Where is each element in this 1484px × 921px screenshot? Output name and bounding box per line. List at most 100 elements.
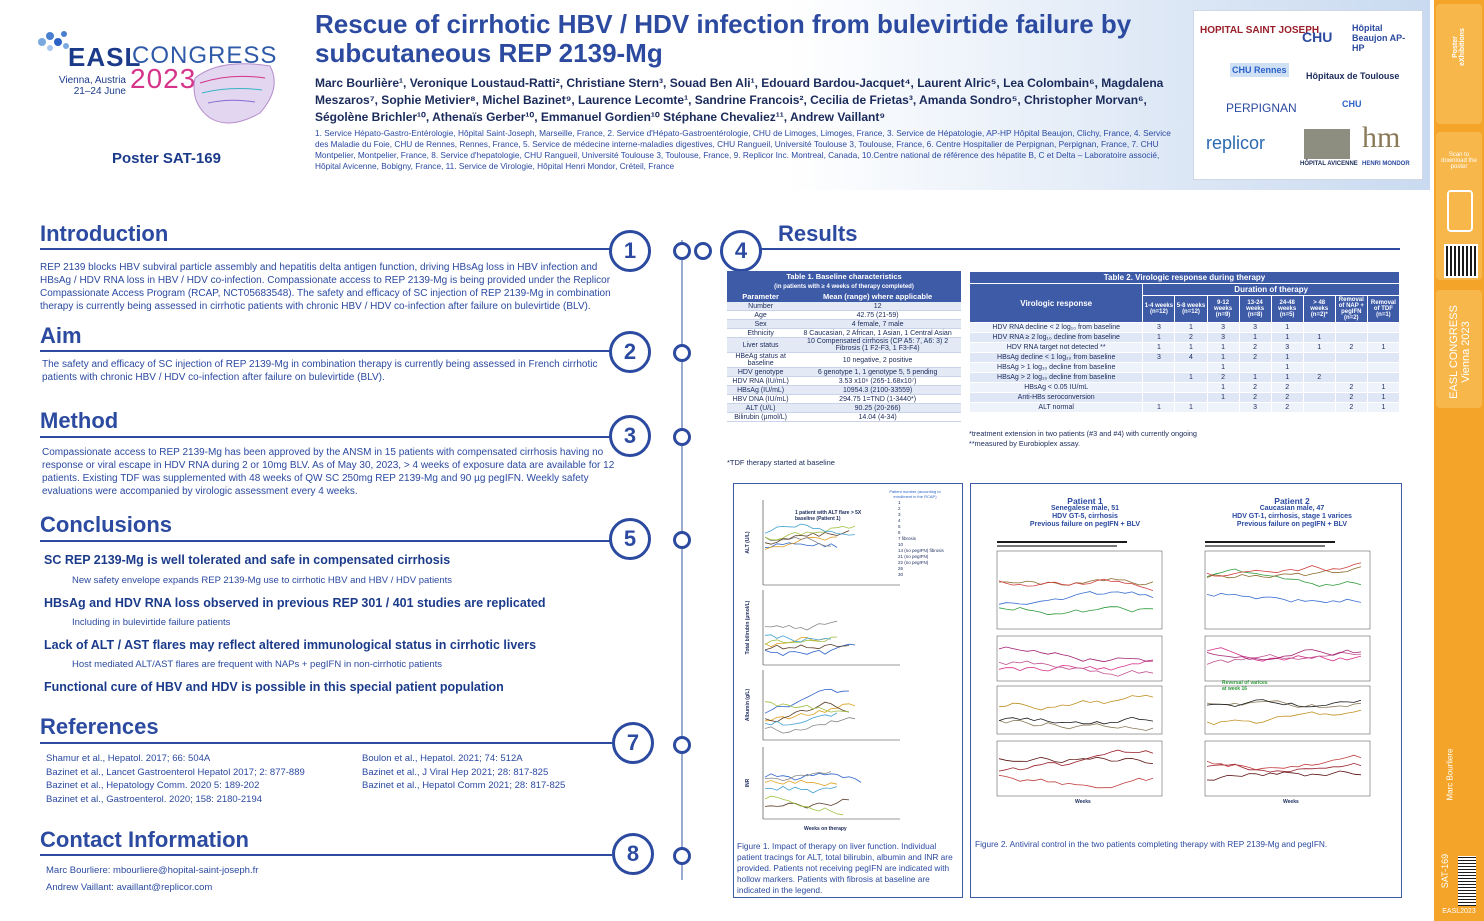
table2-cell: 1	[1270, 322, 1304, 333]
timeline-node	[673, 847, 691, 865]
table2-row: HDV RNA decline < 2 log₁₀ from baseline 3…	[968, 322, 1401, 333]
figure1-legend-item: 6	[898, 530, 901, 535]
method-heading: Method	[40, 408, 119, 433]
figure2-charts	[996, 541, 1371, 797]
patient1-title: Patient 1	[1067, 496, 1103, 506]
figure1-panel	[733, 483, 963, 898]
table2-cell: 3	[1142, 322, 1176, 333]
figure2-trace	[1206, 651, 1362, 665]
easl-sidebar-logo	[1436, 290, 1482, 408]
table2-row: HBsAg > 1 log₁₀ decline from baseline 1 1	[968, 362, 1401, 373]
table2-cell	[1334, 352, 1368, 363]
figure2-plot-frame	[1204, 685, 1371, 735]
table2-cell: 1	[1206, 392, 1240, 403]
table2-cell	[1366, 372, 1401, 383]
figure1-ylabel: Albumin (g/L)	[745, 689, 751, 722]
table1-cell: 6 genotype 1, 1 genotype 5, 5 pending	[794, 367, 961, 377]
figure2-caption: Figure 2. Antiviral control in the two p…	[975, 839, 1328, 849]
conclusion-point: Functional cure of HBV and HDV is possib…	[44, 680, 504, 694]
logo-henri-mondor: HENRI MONDOR	[1362, 161, 1410, 167]
table2-row-label: HBsAg > 1 log₁₀ decline from baseline	[968, 362, 1144, 373]
table1-cell: 3.53 x10⁶ (265-1.68x10⁷)	[794, 376, 961, 386]
table2-col-header: Removal of TDF (n=1)	[1366, 295, 1401, 323]
figure2-plot-frame	[996, 550, 1163, 630]
patient1-desc: Senegalese male, 51	[1050, 505, 1120, 512]
figure1-trace	[764, 779, 838, 787]
table1-cell: ALT (U/L)	[727, 403, 795, 413]
intro-underline	[40, 248, 612, 250]
figure1-legend-item: 5	[898, 524, 901, 529]
aim-text: The safety and efficacy of SC injection …	[42, 359, 598, 383]
figure1-ylabel: Total bilirubin (µmol/L)	[745, 600, 751, 654]
avicenne-building-icon	[1304, 129, 1350, 159]
table2-cell: 1	[1174, 342, 1208, 353]
table1-cell: HDV RNA (IU/mL)	[727, 376, 795, 386]
conclusions-heading: Conclusions	[40, 512, 173, 537]
qr-code[interactable]	[1444, 244, 1478, 278]
timeline-node	[673, 428, 691, 446]
figure1-legend-title: Patient number (according to enrollment …	[889, 489, 941, 499]
table2-cell: 1	[1206, 342, 1240, 353]
figure1-charts: ALT (U/L) Total bilirubin (µmol/L) Albumin…	[745, 500, 900, 820]
timeline-node	[673, 242, 691, 260]
figure1-trace	[764, 712, 838, 726]
table2-cell: 2	[1334, 342, 1368, 353]
table2-cell: 1	[1142, 402, 1176, 413]
table2-cell: 1	[1142, 332, 1176, 343]
easl-logo-text: EASL	[68, 42, 142, 72]
figure1-trace	[764, 701, 850, 723]
figure1-trace	[764, 542, 838, 548]
figure1-trace	[764, 643, 850, 651]
conclusion-detail: New safety envelope expands REP 2139-Mg …	[72, 575, 453, 586]
contact-underline	[40, 854, 612, 856]
topic-label: Viral Hepatitis	[1425, 749, 1435, 800]
figure1-trace	[764, 795, 844, 816]
figure2-trace	[1206, 592, 1362, 604]
figure1-legend-item: 10	[898, 542, 904, 547]
table2-col-header: Removal of NAP + pegIFN (n=2)	[1334, 295, 1368, 323]
table2-col-header: 13-24 weeks (n=8)	[1238, 295, 1272, 323]
figure1-plots: ALT (U/L) Total bilirubin (µmol/L) Albumin…	[745, 500, 900, 820]
reference-item: Boulon et al., Hepatol. 2021; 74: 512A	[362, 753, 523, 764]
phone-icon	[1447, 190, 1473, 232]
figure1-trace	[764, 771, 832, 782]
figure1-legend-item: 26	[898, 566, 904, 571]
poster-exhibitions-badge	[1436, 4, 1482, 124]
contact-email-vaillant[interactable]: Andrew Vaillant: availlant@replicor.com	[46, 882, 213, 893]
figure1-legend-item: 2	[898, 506, 901, 511]
table2-cell: 3	[1238, 402, 1272, 413]
figure2-trace	[1206, 754, 1362, 771]
patient1-header: Patient 1 Senegalese male, 51 HDV GT-5, …	[1005, 497, 1165, 529]
figure2-xlabel-patient2: Weeks	[1283, 799, 1299, 805]
table2-row: HBsAg < 0.05 IU/mL 1 2 2 2 1	[968, 382, 1401, 393]
table2-cell	[1334, 362, 1368, 373]
conclusions-underline	[40, 540, 612, 542]
poster-id: Poster SAT-169	[112, 150, 221, 167]
table2-cell: 2	[1270, 382, 1304, 393]
conclusion-point: SC REP 2139-Mg is well tolerated and saf…	[44, 553, 451, 567]
table2-cell: 1	[1238, 332, 1272, 343]
patient2-title: Patient 2	[1274, 496, 1310, 506]
table2-footnote: *treatment extension in two patients (#3…	[969, 429, 1197, 438]
contact-heading: Contact Information	[40, 827, 249, 852]
table2-cell: 2	[1206, 372, 1240, 383]
figure2-trace	[1206, 699, 1362, 708]
figure1-trace	[764, 525, 856, 541]
figure1-trace	[764, 785, 838, 794]
figure2-trace	[998, 749, 1154, 772]
table2-col-header: 5-8 weeks (n=12)	[1174, 295, 1208, 323]
congress-city: Vienna, Austria 21–24 June	[58, 75, 126, 97]
table1-row: HDV RNA (IU/mL) 3.53 x10⁶ (265-1.68x10⁷)	[727, 376, 961, 386]
virologic-response-table: Table 2. Virologic response during thera…	[968, 271, 1401, 413]
contact-email-bourliere[interactable]: Marc Bourliere: mbourliere@hopital-saint…	[46, 865, 259, 876]
table2-cell: 1	[1206, 352, 1240, 363]
intro-text: REP 2139 blocks HBV subviral particle as…	[40, 262, 611, 312]
table2-cell	[1334, 322, 1368, 333]
logo-chu-montpellier: CHU	[1342, 99, 1362, 109]
logo-toulouse: Hôpitaux de Toulouse	[1306, 71, 1400, 81]
sidebar-poster-id: SAT-169	[1440, 853, 1450, 889]
logo-avicenne: HÔPITAL AVICENNE	[1300, 161, 1358, 167]
table1-header: Mean (range) where applicable	[794, 291, 961, 302]
table2-cell: 2	[1238, 342, 1272, 353]
table2-cell: 2	[1270, 392, 1304, 403]
